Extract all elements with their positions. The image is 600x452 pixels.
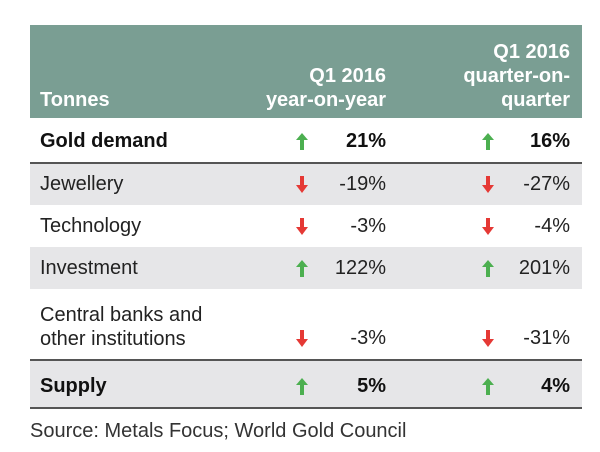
header-line: quarter	[501, 89, 570, 111]
row-label: Investment	[40, 256, 138, 280]
row-label: Supply	[40, 374, 107, 398]
arrow-down-icon	[294, 328, 310, 348]
table-row: Central banks and other institutions -3% -3…	[30, 289, 582, 361]
value-qoq: -31%	[523, 327, 570, 349]
arrow-down-icon	[480, 216, 496, 236]
value-qoq: 4%	[541, 375, 570, 397]
value-yoy: -3%	[350, 215, 386, 237]
header-tonnes: Tonnes	[40, 89, 110, 111]
table-row: Technology -3% -4%	[30, 205, 582, 247]
row-label: Jewellery	[40, 172, 123, 196]
row-label: Technology	[40, 214, 141, 238]
value-qoq: -27%	[523, 173, 570, 195]
table-row: Jewellery -19% -27%	[30, 164, 582, 205]
arrow-up-icon	[294, 376, 310, 396]
row-label-line: Technology	[40, 215, 142, 237]
value-qoq: 16%	[529, 130, 570, 152]
header-line: Q1 2016	[309, 65, 386, 87]
row-label-line: other institutions	[40, 328, 186, 350]
row-label: Central banks and other institutions	[40, 303, 202, 351]
table-row: Gold demand 21% 16%	[30, 118, 582, 164]
table-header: Tonnes Q1 2016 year-on-year Q1 2016 quar…	[30, 25, 582, 118]
arrow-up-icon	[480, 131, 496, 151]
arrow-up-icon	[294, 131, 310, 151]
table-body: Gold demand 21% 16% Jewellery -19% -27% Techno…	[30, 118, 582, 409]
arrow-up-icon	[480, 258, 496, 278]
row-label-line: Gold demand	[40, 130, 168, 152]
value-yoy: -19%	[339, 173, 386, 195]
arrow-down-icon	[480, 174, 496, 194]
arrow-up-icon	[294, 258, 310, 278]
row-label-line: Central banks and	[40, 304, 203, 326]
value-yoy: 5%	[357, 375, 386, 397]
row-label-line: Supply	[40, 375, 107, 397]
value-qoq: -4%	[534, 215, 570, 237]
row-label-line: Jewellery	[40, 173, 124, 195]
value-yoy: 122%	[334, 257, 386, 279]
header-quarter-on-quarter: Q1 2016 quarter-on- quarter	[463, 40, 570, 112]
arrow-up-icon	[480, 376, 496, 396]
header-year-on-year: Q1 2016 year-on-year	[266, 64, 386, 112]
table-row: Supply 5% 4%	[30, 361, 582, 409]
gold-demand-table: Tonnes Q1 2016 year-on-year Q1 2016 quar…	[30, 25, 582, 409]
row-label-line: Investment	[40, 257, 138, 279]
arrow-down-icon	[294, 174, 310, 194]
header-line: year-on-year	[265, 89, 386, 111]
arrow-down-icon	[294, 216, 310, 236]
row-label: Gold demand	[40, 129, 168, 153]
header-line: Q1 2016	[493, 41, 570, 63]
arrow-down-icon	[480, 328, 496, 348]
table-row: Investment 122% 201%	[30, 247, 582, 289]
header-line: quarter-on-	[463, 65, 570, 87]
value-qoq: 201%	[518, 257, 570, 279]
value-yoy: 21%	[345, 130, 386, 152]
value-yoy: -3%	[350, 327, 386, 349]
source-note: Source: Metals Focus; World Gold Council	[30, 420, 407, 442]
